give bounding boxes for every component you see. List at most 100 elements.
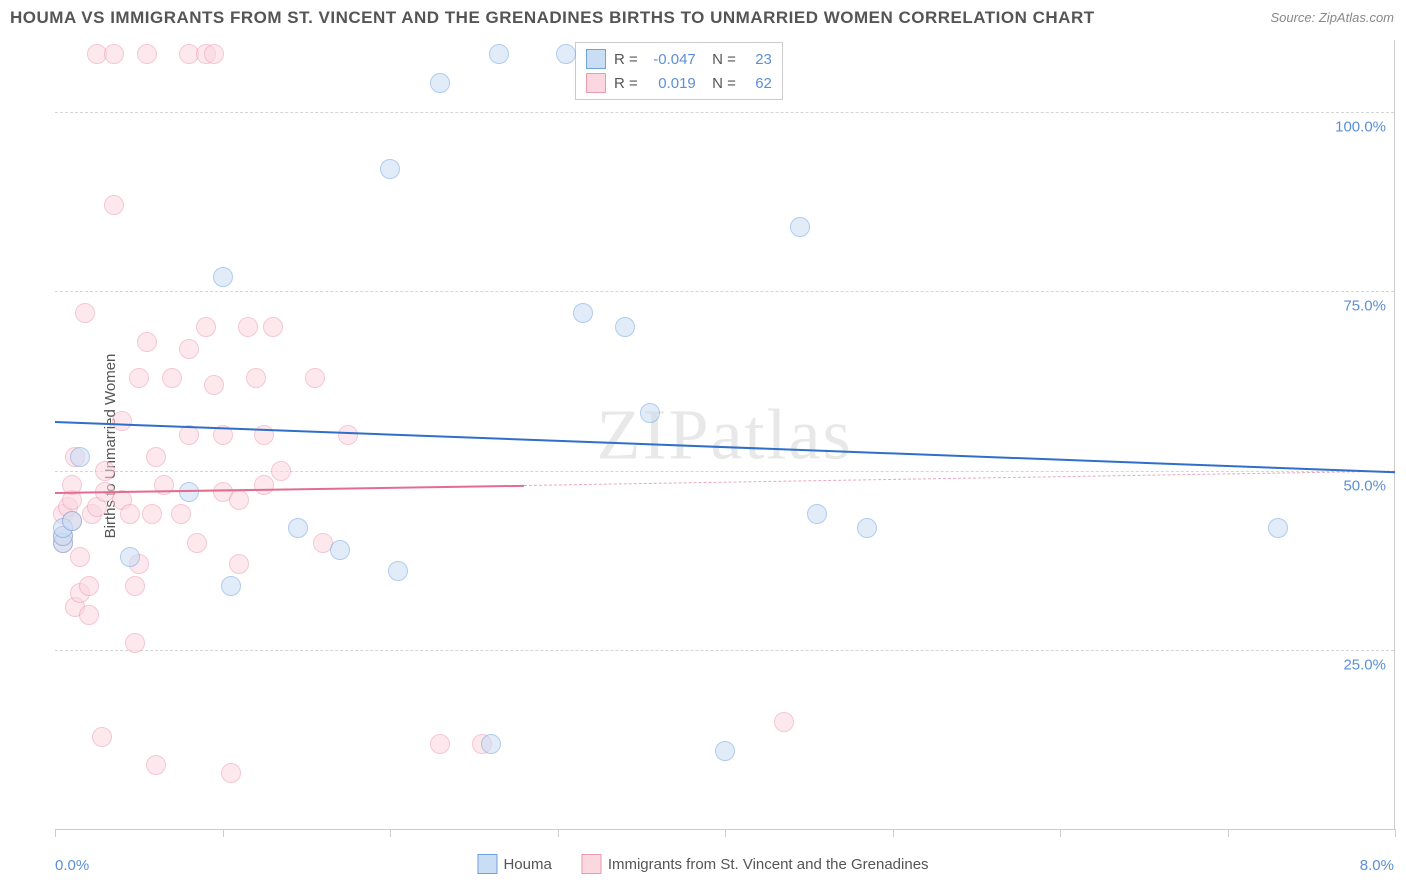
data-point xyxy=(640,403,660,423)
x-tick xyxy=(55,829,56,837)
data-point xyxy=(481,734,501,754)
data-point xyxy=(137,44,157,64)
data-point xyxy=(70,547,90,567)
data-point xyxy=(430,734,450,754)
data-point xyxy=(380,159,400,179)
data-point xyxy=(238,317,258,337)
legend-n-value: 62 xyxy=(744,75,772,92)
x-axis-max: 8.0% xyxy=(1360,857,1394,874)
data-point xyxy=(271,461,291,481)
data-point xyxy=(79,605,99,625)
data-point xyxy=(179,339,199,359)
gridline xyxy=(55,471,1394,472)
legend-item-immigrants: Immigrants from St. Vincent and the Gren… xyxy=(582,854,929,874)
data-point xyxy=(196,317,216,337)
legend-swatch-immigrants xyxy=(586,73,606,93)
x-tick xyxy=(1395,829,1396,837)
x-tick xyxy=(725,829,726,837)
gridline xyxy=(55,291,1394,292)
legend-r-label: R = xyxy=(614,51,638,68)
correlation-legend: R = -0.047 N = 23 R = 0.019 N = 62 xyxy=(575,42,783,100)
legend-n-value: 23 xyxy=(744,51,772,68)
y-tick-label: 25.0% xyxy=(1343,657,1386,674)
legend-swatch-houma xyxy=(586,49,606,69)
data-point xyxy=(221,576,241,596)
trendline xyxy=(524,471,1395,486)
data-point xyxy=(179,482,199,502)
data-point xyxy=(162,368,182,388)
data-point xyxy=(246,368,266,388)
data-point xyxy=(254,475,274,495)
data-point xyxy=(615,317,635,337)
x-tick xyxy=(390,829,391,837)
data-point xyxy=(305,368,325,388)
gridline xyxy=(55,650,1394,651)
legend-r-value: 0.019 xyxy=(646,75,696,92)
plot-area: ZIPatlas R = -0.047 N = 23 R = 0.019 N =… xyxy=(55,40,1395,830)
legend-n-label: N = xyxy=(704,51,736,68)
data-point xyxy=(104,44,124,64)
data-point xyxy=(430,73,450,93)
legend-row-immigrants: R = 0.019 N = 62 xyxy=(586,71,772,95)
data-point xyxy=(70,447,90,467)
data-point xyxy=(204,44,224,64)
data-point xyxy=(774,712,794,732)
data-point xyxy=(104,195,124,215)
data-point xyxy=(388,561,408,581)
data-point xyxy=(288,518,308,538)
data-point xyxy=(1268,518,1288,538)
data-point xyxy=(204,375,224,395)
y-tick-label: 100.0% xyxy=(1335,118,1386,135)
data-point xyxy=(125,576,145,596)
chart-title: HOUMA VS IMMIGRANTS FROM ST. VINCENT AND… xyxy=(10,8,1095,28)
data-point xyxy=(213,267,233,287)
watermark: ZIPatlas xyxy=(597,393,853,476)
data-point xyxy=(263,317,283,337)
data-point xyxy=(338,425,358,445)
x-tick xyxy=(1228,829,1229,837)
legend-r-value: -0.047 xyxy=(646,51,696,68)
trendline xyxy=(55,421,1395,473)
data-point xyxy=(171,504,191,524)
data-point xyxy=(137,332,157,352)
data-point xyxy=(120,504,140,524)
x-tick xyxy=(223,829,224,837)
legend-swatch-immigrants xyxy=(582,854,602,874)
chart-source: Source: ZipAtlas.com xyxy=(1270,10,1394,25)
data-point xyxy=(79,576,99,596)
gridline xyxy=(55,112,1394,113)
data-point xyxy=(715,741,735,761)
legend-n-label: N = xyxy=(704,75,736,92)
chart-container: HOUMA VS IMMIGRANTS FROM ST. VINCENT AND… xyxy=(0,0,1406,892)
legend-label: Houma xyxy=(503,856,551,873)
legend-label: Immigrants from St. Vincent and the Gren… xyxy=(608,856,929,873)
data-point xyxy=(229,554,249,574)
x-tick xyxy=(558,829,559,837)
data-point xyxy=(142,504,162,524)
data-point xyxy=(187,533,207,553)
data-point xyxy=(330,540,350,560)
data-point xyxy=(146,447,166,467)
data-point xyxy=(129,368,149,388)
data-point xyxy=(92,727,112,747)
data-point xyxy=(489,44,509,64)
data-point xyxy=(95,461,115,481)
data-point xyxy=(120,547,140,567)
x-tick xyxy=(1060,829,1061,837)
data-point xyxy=(221,763,241,783)
y-tick-label: 75.0% xyxy=(1343,298,1386,315)
series-legend: Houma Immigrants from St. Vincent and th… xyxy=(477,854,928,874)
data-point xyxy=(790,217,810,237)
data-point xyxy=(229,490,249,510)
x-tick xyxy=(893,829,894,837)
data-point xyxy=(573,303,593,323)
legend-item-houma: Houma xyxy=(477,854,551,874)
data-point xyxy=(146,755,166,775)
data-point xyxy=(75,303,95,323)
legend-row-houma: R = -0.047 N = 23 xyxy=(586,47,772,71)
data-point xyxy=(807,504,827,524)
data-point xyxy=(857,518,877,538)
y-tick-label: 50.0% xyxy=(1343,477,1386,494)
x-axis-min: 0.0% xyxy=(55,857,89,874)
data-point xyxy=(112,411,132,431)
